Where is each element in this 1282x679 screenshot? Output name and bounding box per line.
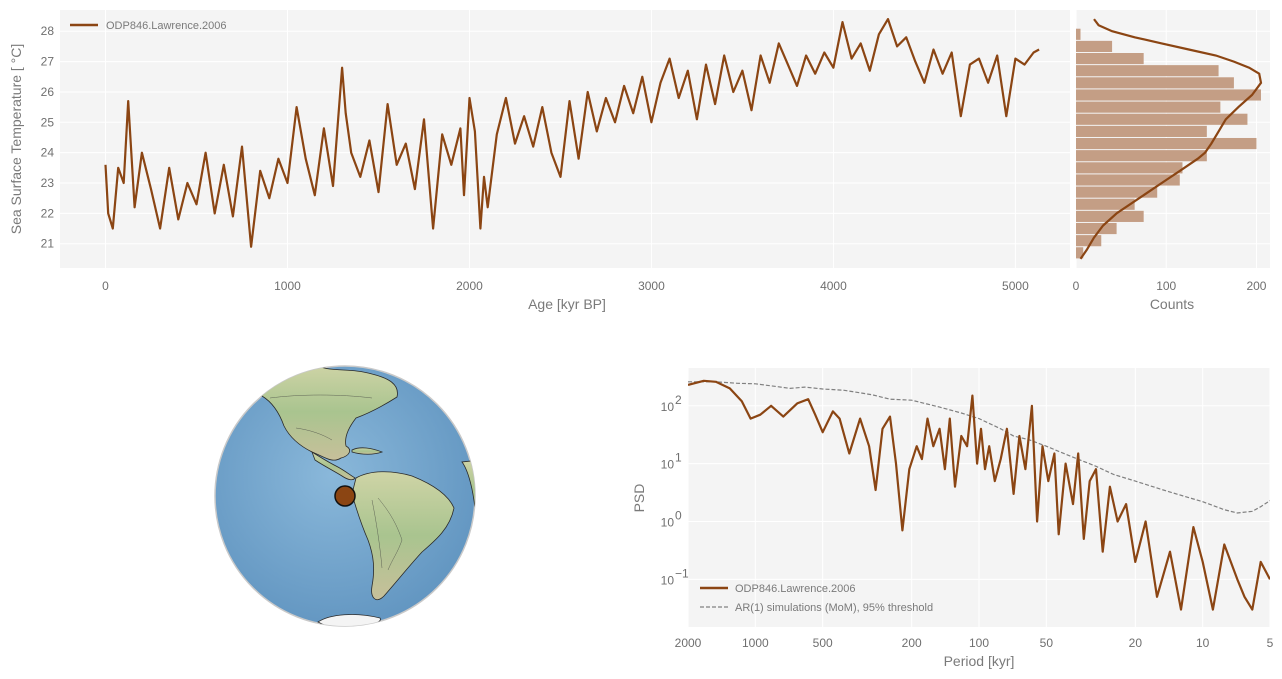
histogram-bar <box>1076 198 1135 210</box>
globe-map <box>214 365 476 627</box>
y-tick-label: 24 <box>41 146 55 160</box>
psd-legend: ODP846.Lawrence.2006 AR(1) simulations (… <box>700 583 933 614</box>
y-axis-label-psd: PSD <box>631 484 647 513</box>
histogram-bar <box>1076 222 1117 235</box>
hist-x-tick-label: 0 <box>1073 279 1080 293</box>
border-andes <box>371 499 383 569</box>
hist-x-tick-label: 100 <box>1156 279 1176 293</box>
psd-ar1-threshold-line <box>688 381 1270 514</box>
timeseries-panel: 0 1000 2000 3000 4000 5000 21 22 23 24 25 26 27 28 O… <box>8 10 1070 312</box>
x-axis-label-counts: Counts <box>1150 296 1194 312</box>
histogram-bar <box>1076 125 1207 137</box>
psd-x-tick-label: 20 <box>1129 636 1143 650</box>
y-tick-label: 27 <box>41 55 55 69</box>
histogram-bar <box>1076 89 1261 101</box>
psd-x-tick-label: 100 <box>969 636 989 650</box>
psd-y-tick-exponent: 2 <box>675 393 682 407</box>
landmass-caribbean-cuba <box>351 447 384 455</box>
psd-x-tick-label: 2000 <box>675 636 702 650</box>
histogram-x-ticks: 0 100 200 <box>1073 279 1267 293</box>
border-brazil-west <box>377 497 403 571</box>
landmass-central-america <box>311 451 356 481</box>
timeseries-grid <box>60 10 1070 268</box>
y-tick-label: 23 <box>41 176 55 190</box>
x-tick-label: 3000 <box>638 279 665 293</box>
psd-x-tick-label: 1000 <box>742 636 769 650</box>
y-tick-label: 28 <box>41 24 55 38</box>
histogram-bar <box>1076 40 1113 52</box>
histogram-bar <box>1076 174 1180 186</box>
x-tick-label: 0 <box>102 279 109 293</box>
histogram-panel: 0 100 200 Counts <box>1073 10 1270 312</box>
psd-grid <box>687 368 1271 627</box>
timeseries-legend: ODP846.Lawrence.2006 <box>70 20 226 32</box>
border-usa-canada <box>269 394 373 399</box>
histogram-bar <box>1076 113 1248 125</box>
psd-x-ticks: 2000 1000 500 200 100 50 20 10 5 <box>675 636 1274 650</box>
landmass-south-america <box>351 471 455 600</box>
psd-y-tick-label: 10 <box>661 515 675 529</box>
x-axis-label-period: Period [kyr] <box>944 653 1015 669</box>
histogram-bar <box>1076 247 1084 259</box>
y-tick-label: 21 <box>41 237 55 251</box>
histogram-bar <box>1076 235 1102 247</box>
psd-x-tick-label: 500 <box>813 636 833 650</box>
histogram-bar <box>1076 101 1221 113</box>
histogram-bar <box>1076 150 1207 162</box>
histogram-bar <box>1076 186 1158 198</box>
psd-y-tick-exponent: 1 <box>675 451 682 465</box>
psd-x-tick-label: 200 <box>902 636 922 650</box>
psd-y-tick-exponent: −1 <box>675 566 689 580</box>
histogram-kde-line <box>1079 18 1263 260</box>
x-tick-label: 4000 <box>820 279 847 293</box>
timeseries-x-ticks: 0 1000 2000 3000 4000 5000 <box>102 279 1029 293</box>
x-axis-label-age: Age [kyr BP] <box>528 296 606 312</box>
landmass-africa-edge <box>461 459 475 521</box>
border-usa-mexico <box>295 427 333 441</box>
psd-legend-label-ar1: AR(1) simulations (MoM), 95% threshold <box>735 602 933 614</box>
histogram-bar <box>1076 77 1234 89</box>
histogram-bar <box>1076 162 1183 174</box>
site-marker-odp846 <box>334 485 356 507</box>
hist-x-tick-label: 200 <box>1246 279 1266 293</box>
y-tick-label: 26 <box>41 85 55 99</box>
landmass-north-america <box>248 366 398 461</box>
histogram-bar <box>1076 52 1144 65</box>
x-tick-label: 5000 <box>1002 279 1029 293</box>
psd-x-tick-label: 10 <box>1196 636 1210 650</box>
psd-y-tick-label: 10 <box>661 458 675 472</box>
y-axis-label-sst: Sea Surface Temperature [ °C] <box>8 44 24 235</box>
y-tick-label: 25 <box>41 115 55 129</box>
psd-y-tick-label: 10 <box>661 573 675 587</box>
timeseries-y-ticks: 21 22 23 24 25 26 27 28 <box>41 24 55 250</box>
y-tick-label: 22 <box>41 206 55 220</box>
legend-label-series: ODP846.Lawrence.2006 <box>106 20 226 32</box>
histogram-bar <box>1076 28 1081 40</box>
histogram-bar <box>1076 210 1144 222</box>
psd-y-tick-exponent: 0 <box>675 508 682 522</box>
psd-x-tick-label: 5 <box>1267 636 1274 650</box>
psd-x-tick-label: 50 <box>1040 636 1054 650</box>
x-tick-label: 1000 <box>274 279 301 293</box>
psd-spectrum-line <box>688 379 1270 611</box>
psd-y-tick-label: 10 <box>661 400 675 414</box>
x-tick-label: 2000 <box>456 279 483 293</box>
histogram-bar <box>1076 65 1219 77</box>
histogram-bar <box>1076 137 1257 150</box>
psd-legend-label-series: ODP846.Lawrence.2006 <box>735 583 855 595</box>
histogram-bars <box>1076 28 1261 259</box>
timeseries-line <box>104 18 1040 248</box>
